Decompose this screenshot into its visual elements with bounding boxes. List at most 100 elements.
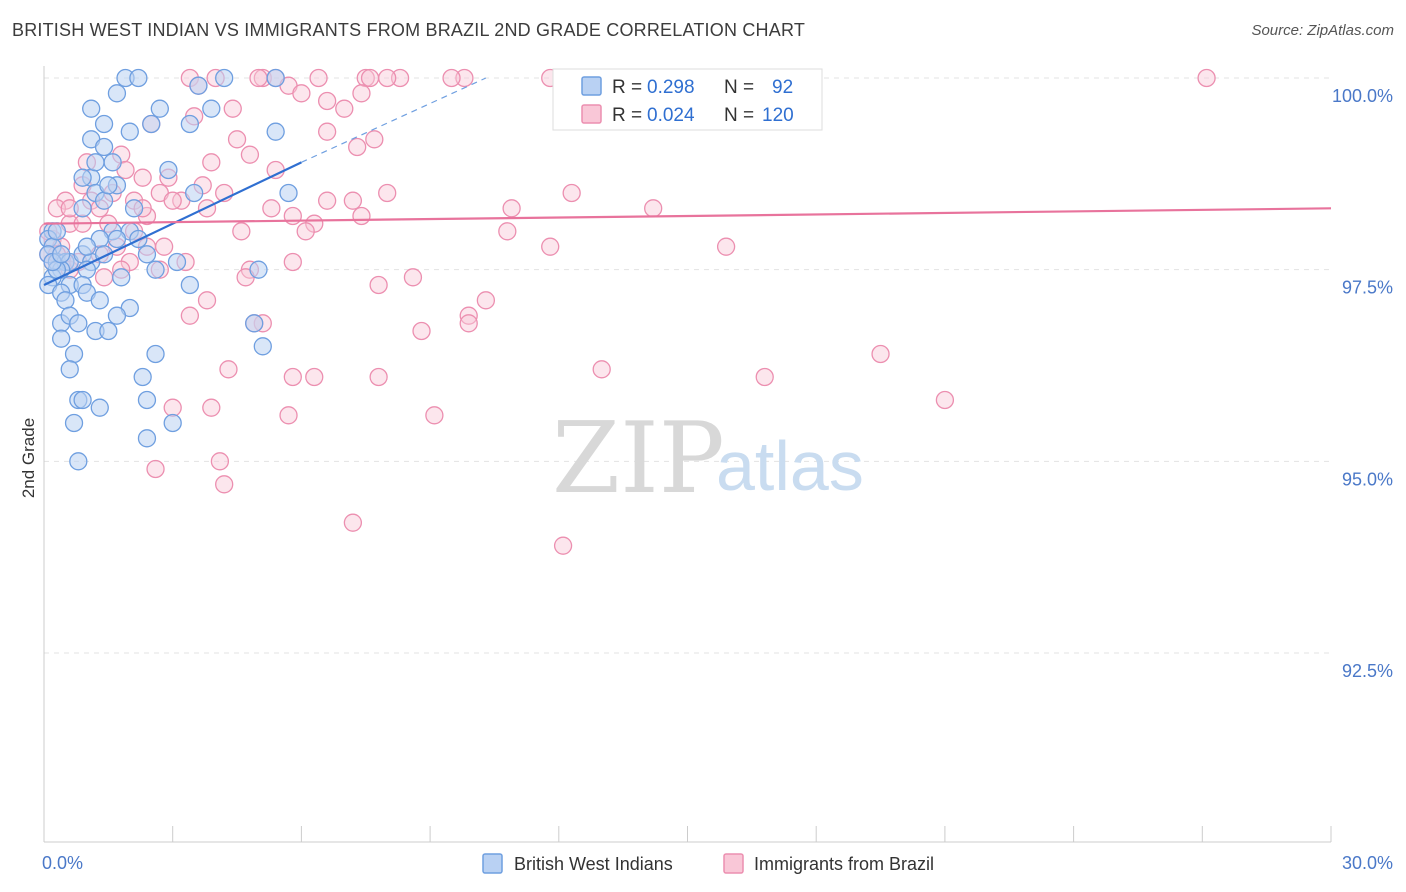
point-british-west-indians-25 <box>184 183 204 203</box>
point-immigrants-from-brazil-92 <box>755 367 774 387</box>
point-immigrants-from-brazil-15 <box>317 91 337 111</box>
point-immigrants-from-brazil-63 <box>154 237 174 256</box>
point-immigrants-from-brazil-99 <box>210 452 230 471</box>
point-immigrants-from-brazil-36 <box>562 183 581 203</box>
point-immigrants-from-brazil-71 <box>283 252 302 272</box>
point-british-west-indians-12 <box>266 122 285 141</box>
point-british-west-indians-48 <box>249 260 268 279</box>
point-immigrants-from-brazil-50 <box>352 206 371 226</box>
axes <box>43 66 1332 843</box>
trend-line-immigrants-from-brazil <box>43 207 1332 225</box>
point-british-west-indians-69 <box>253 337 272 356</box>
point-british-west-indians-20 <box>159 160 178 180</box>
legend: R = 0.298 N = 92 R = 0.024 N = 120 <box>552 68 823 131</box>
point-immigrants-from-brazil-57 <box>498 222 517 241</box>
point-immigrants-from-brazil-18 <box>335 99 354 118</box>
point-immigrants-from-brazil-21 <box>317 122 337 141</box>
point-immigrants-from-brazil-4 <box>309 68 328 88</box>
point-british-west-indians-74 <box>73 390 92 410</box>
point-british-west-indians-75 <box>137 390 157 410</box>
point-immigrants-from-brazil-27 <box>202 153 221 172</box>
point-british-west-indians-11 <box>180 114 200 134</box>
point-british-west-indians-7 <box>150 99 169 118</box>
y-tick-label-3: 92.5% <box>1342 661 1393 681</box>
point-immigrants-from-brazil-90 <box>305 367 324 387</box>
point-british-west-indians-5 <box>107 84 127 103</box>
point-british-west-indians-76 <box>90 398 109 417</box>
point-british-west-indians-1 <box>129 68 148 88</box>
point-british-west-indians-24 <box>124 199 144 218</box>
point-british-west-indians-8 <box>202 99 221 118</box>
point-immigrants-from-brazil-115 <box>442 68 461 88</box>
point-immigrants-from-brazil-22 <box>227 130 247 149</box>
point-british-west-indians-2 <box>189 76 208 95</box>
point-british-west-indians-66 <box>52 329 71 348</box>
point-british-west-indians-47 <box>167 252 187 272</box>
watermark-atlas: atlas <box>716 427 864 505</box>
point-british-west-indians-68 <box>146 344 165 364</box>
point-immigrants-from-brazil-42 <box>343 191 363 210</box>
point-british-west-indians-33 <box>107 229 127 249</box>
x-tick-label-1: 30.0% <box>1342 853 1393 873</box>
data-points <box>39 68 1216 555</box>
legend-n-value-2: 120 <box>762 105 794 126</box>
legend-r-value-2: 0.024 <box>647 105 695 126</box>
point-immigrants-from-brazil-89 <box>283 367 302 387</box>
x-tick-labels: 0.0% 30.0% <box>42 853 1393 873</box>
point-immigrants-from-brazil-79 <box>197 291 217 310</box>
point-immigrants-from-brazil-41 <box>317 191 337 210</box>
point-immigrants-from-brazil-110 <box>163 191 182 210</box>
point-british-west-indians-49 <box>146 260 165 279</box>
point-british-west-indians-78 <box>163 413 182 433</box>
point-immigrants-from-brazil-85 <box>412 321 431 341</box>
legend-r-label-2: R = <box>612 105 642 126</box>
point-british-west-indians-58 <box>90 291 109 310</box>
point-immigrants-from-brazil-81 <box>459 306 478 325</box>
point-british-west-indians-79 <box>137 429 157 448</box>
point-immigrants-from-brazil-101 <box>343 513 363 532</box>
point-immigrants-from-brazil-12 <box>1197 68 1216 88</box>
trend-lines <box>43 77 1332 286</box>
point-immigrants-from-brazil-100 <box>215 475 234 494</box>
legend-r-label-1: R = <box>612 77 642 98</box>
point-immigrants-from-brazil-35 <box>378 183 397 203</box>
point-immigrants-from-brazil-45 <box>47 199 67 218</box>
legend-swatch-immigrants-from-brazil <box>581 104 602 124</box>
y-tick-labels: 100.0% 97.5% 95.0% 92.5% <box>1332 86 1393 681</box>
point-british-west-indians-72 <box>133 367 152 387</box>
point-immigrants-from-brazil-95 <box>202 398 221 417</box>
point-immigrants-from-brazil-59 <box>716 237 736 256</box>
point-immigrants-from-brazil-49 <box>262 199 281 218</box>
point-immigrants-from-brazil-78 <box>476 291 496 310</box>
point-british-west-indians-16 <box>103 153 122 172</box>
point-immigrants-from-brazil-75 <box>403 268 423 287</box>
point-immigrants-from-brazil-113 <box>296 222 315 241</box>
bottom-legend-swatch-immigrants-from-brazil <box>723 853 744 874</box>
point-immigrants-from-brazil-7 <box>455 68 474 88</box>
legend-n-value-1: 92 <box>772 77 793 98</box>
point-immigrants-from-brazil-82 <box>459 314 478 333</box>
point-british-west-indians-18 <box>73 168 92 187</box>
point-british-west-indians-86 <box>86 153 105 172</box>
point-british-west-indians-52 <box>180 275 200 295</box>
chart-title: BRITISH WEST INDIAN VS IMMIGRANTS FROM B… <box>12 20 806 40</box>
point-british-west-indians-13 <box>142 114 161 134</box>
point-immigrants-from-brazil-77 <box>94 268 114 287</box>
point-immigrants-from-brazil-14 <box>292 84 311 103</box>
point-immigrants-from-brazil-87 <box>592 360 611 379</box>
point-british-west-indians-26 <box>279 183 298 203</box>
point-british-west-indians-23 <box>73 199 92 218</box>
point-immigrants-from-brazil-102 <box>553 536 573 555</box>
point-british-west-indians-6 <box>82 99 101 118</box>
point-british-west-indians-84 <box>47 222 67 241</box>
point-immigrants-from-brazil-17 <box>223 99 242 118</box>
source-credit: Source: ZipAtlas.com <box>1251 22 1394 39</box>
point-immigrants-from-brazil-86 <box>871 344 890 364</box>
point-immigrants-from-brazil-29 <box>133 168 152 187</box>
point-immigrants-from-brazil-116 <box>249 68 268 88</box>
legend-swatch-british-west-indians <box>581 76 602 96</box>
point-immigrants-from-brazil-76 <box>369 275 388 295</box>
point-british-west-indians-63 <box>69 314 88 333</box>
y-tick-label-2: 95.0% <box>1342 469 1393 489</box>
legend-n-label-1: N = <box>724 77 754 98</box>
